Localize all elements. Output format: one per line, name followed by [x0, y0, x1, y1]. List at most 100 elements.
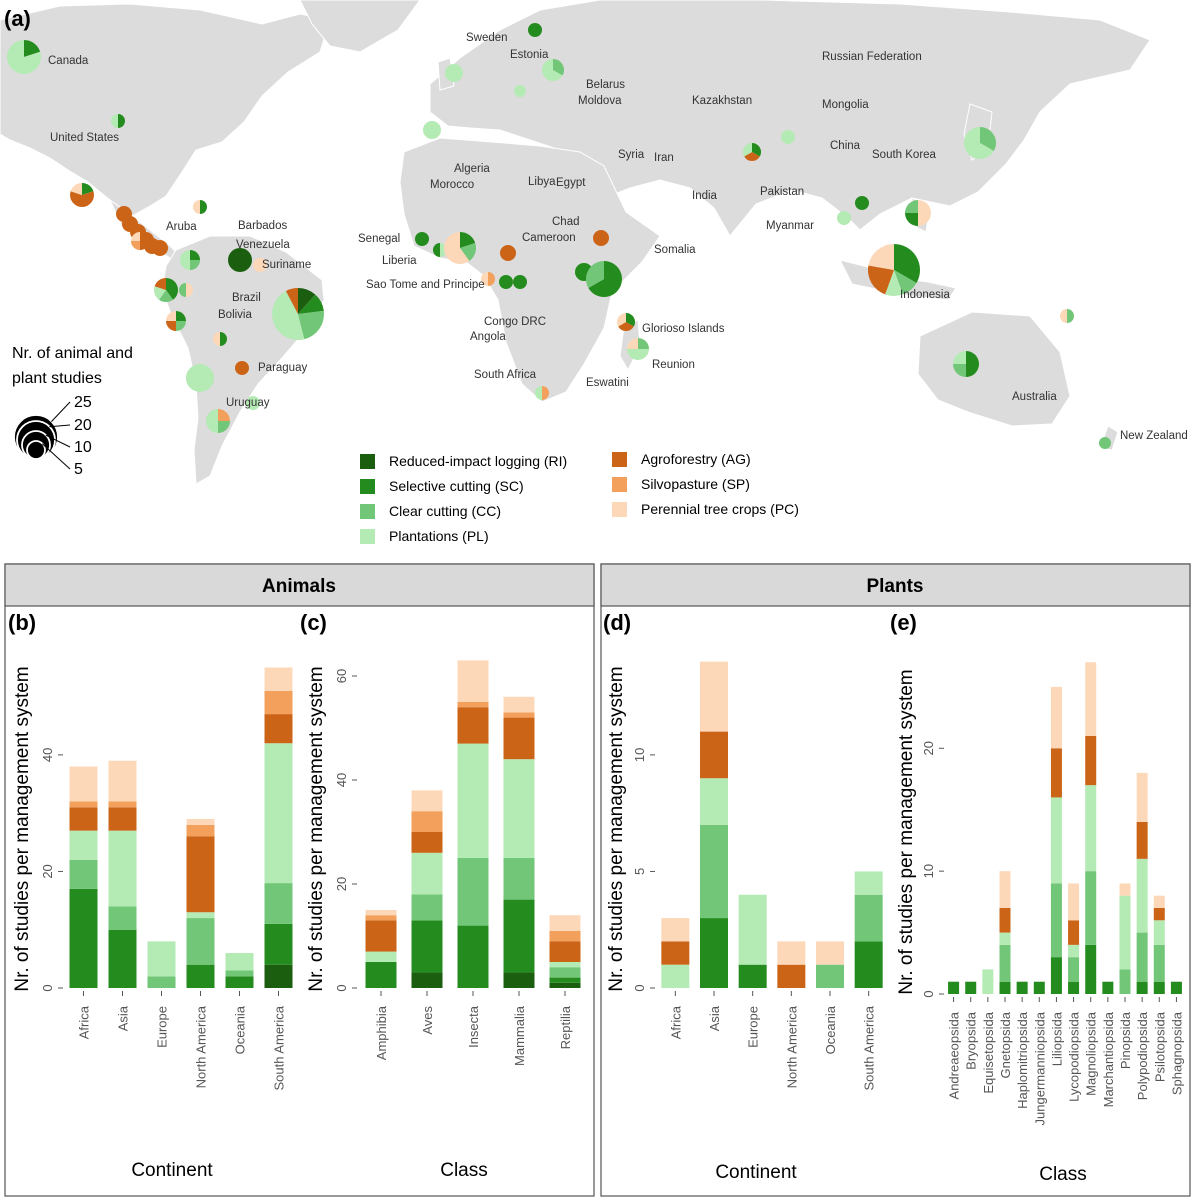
x-tick-label-marchantiopsida: Marchantiopsida — [1101, 1011, 1116, 1107]
bar-segment-pl-asia — [108, 830, 137, 907]
bar-segment-pl-asia — [700, 778, 728, 825]
bar-segment-pl-south-america — [264, 743, 293, 884]
legend-swatch-pl — [360, 529, 375, 544]
pie-slice — [176, 321, 186, 331]
bar-segment-pl-africa — [69, 830, 98, 860]
pie-slice — [423, 121, 441, 139]
bar-segment-pc-reptilia — [549, 915, 581, 931]
map-pie-panama-2 — [152, 240, 168, 256]
pie-slice — [218, 409, 230, 421]
pie-slice — [953, 364, 966, 377]
bar-segment-cc-gnetopsida — [999, 944, 1011, 982]
bar-segment-pl-oceania — [225, 953, 254, 971]
legend-label-ag: Agroforestry (AG) — [641, 451, 751, 467]
bar-segment-cc-south-america — [854, 894, 883, 942]
x-tick-label-magnoliopsida: Magnoliopsida — [1084, 1011, 1099, 1096]
pie-slice — [220, 332, 227, 346]
pie-slice — [7, 40, 41, 74]
legend-label-sp: Silvopasture (SP) — [641, 476, 750, 492]
pie-slice — [905, 200, 918, 213]
pie-slice — [513, 275, 527, 289]
x-tick-label-gnetopsida: Gnetopsida — [998, 1011, 1013, 1078]
land-africa — [399, 137, 661, 403]
map-pie-australia — [953, 351, 979, 377]
bar-segment-pl-aves — [411, 852, 443, 895]
bar-segment-pc-north-america — [186, 819, 215, 825]
pie-slice — [206, 409, 218, 433]
bar-segment-ag-reptilia — [549, 941, 581, 962]
legend-label-ri: Reduced-impact logging (RI) — [389, 453, 567, 469]
y-tick-label: 20 — [334, 877, 349, 891]
size-legend-circle-5 — [26, 440, 46, 460]
pie-slice — [190, 260, 200, 270]
x-tick-label-equisetopsida: Equisetopsida — [981, 1011, 996, 1093]
bar-segment-cc-asia — [108, 906, 137, 930]
country-label-canada: Canada — [48, 55, 89, 67]
bar-segment-sp-amphibia — [365, 915, 397, 921]
pie-slice — [627, 338, 638, 349]
country-label-uruguay: Uruguay — [226, 397, 270, 409]
bar-segment-sp-north-america — [186, 824, 215, 837]
legend-swatch-ri — [360, 454, 375, 469]
size-legend-leader — [51, 401, 71, 422]
x-tick-label-amphibia: Amphibia — [374, 1005, 389, 1060]
animals-strip-title: Animals — [262, 576, 336, 597]
x-tick-label-lycopodiopsida: Lycopodiopsida — [1067, 1011, 1082, 1102]
pie-slice — [553, 59, 565, 76]
bar-segment-sc-gnetopsida — [999, 981, 1011, 994]
bar-segment-pc-mammalia — [503, 696, 535, 713]
country-label-mongolia: Mongolia — [822, 99, 869, 111]
panel-letter-a: (a) — [4, 6, 31, 31]
size-legend-value-20: 20 — [74, 417, 92, 434]
pie-slice — [82, 183, 94, 195]
pie-slice — [158, 290, 174, 302]
y-axis-title: Nr. of studies per management system — [12, 666, 33, 991]
y-axis-title: Nr. of studies per management system — [606, 666, 627, 991]
bar-segment-sc-amphibia — [365, 962, 397, 988]
map-pie-central-am — [131, 232, 149, 250]
map-pie-philippines — [905, 200, 931, 226]
pie-slice — [235, 361, 249, 375]
bar-segment-sc-liliopsida — [1050, 957, 1062, 994]
chart-e: 0 10 20 Nr. of studies per management syste… — [896, 662, 1184, 1185]
bar-segment-ag-psilotopsida — [1153, 908, 1165, 921]
country-label-suriname: Suriname — [262, 259, 311, 271]
land-greenland — [299, 0, 421, 53]
bar-segment-sp-south-america — [264, 690, 293, 715]
panel-letter-d: (d) — [603, 610, 631, 635]
pie-slice — [152, 240, 168, 256]
bar-segment-pl-mammalia — [503, 759, 535, 858]
x-tick-label-reptilia: Reptilia — [558, 1005, 573, 1049]
x-tick-label-pinopsida: Pinopsida — [1118, 1011, 1133, 1069]
bar-segment-pl-africa — [661, 964, 690, 988]
x-tick-label-africa: Africa — [77, 1005, 92, 1039]
map-pie-bolivia — [213, 332, 227, 346]
pie-slice — [218, 421, 230, 433]
legend-label-pl: Plantations (PL) — [389, 528, 489, 544]
country-label-egypt: Egypt — [556, 177, 586, 189]
map-pie-nigeria — [481, 272, 495, 286]
bar-segment-pc-polypodiopsida — [1136, 772, 1148, 822]
bar-segment-cc-oceania — [816, 964, 844, 988]
x-tick-label-andreaeopsida: Andreaeopsida — [947, 1011, 962, 1099]
bar-segment-pc-south-america — [264, 667, 293, 691]
bar-segment-cc-reptilia — [549, 967, 581, 978]
bar-segment-sc-asia — [700, 918, 728, 988]
pie-slice — [246, 396, 260, 410]
size-legend-leader — [41, 443, 71, 470]
pie-slice — [298, 310, 324, 340]
bar-segment-pc-pinopsida — [1119, 883, 1131, 896]
pie-slice — [868, 244, 894, 270]
bar-segment-cc-aves — [411, 894, 443, 921]
pie-slice — [542, 59, 563, 81]
pie-slice — [415, 232, 429, 246]
pie-slice — [154, 278, 166, 290]
bar-segment-pc-north-america — [777, 941, 806, 965]
bar-segment-pc-magnoliopsida — [1085, 662, 1097, 736]
y-axis-title: Nr. of studies per management system — [306, 666, 327, 991]
x-tick-label-africa: Africa — [668, 1005, 683, 1039]
pie-slice — [445, 64, 463, 82]
pie-slice — [638, 338, 649, 349]
pie-slice — [176, 311, 186, 321]
y-tick-label: 60 — [334, 669, 349, 683]
